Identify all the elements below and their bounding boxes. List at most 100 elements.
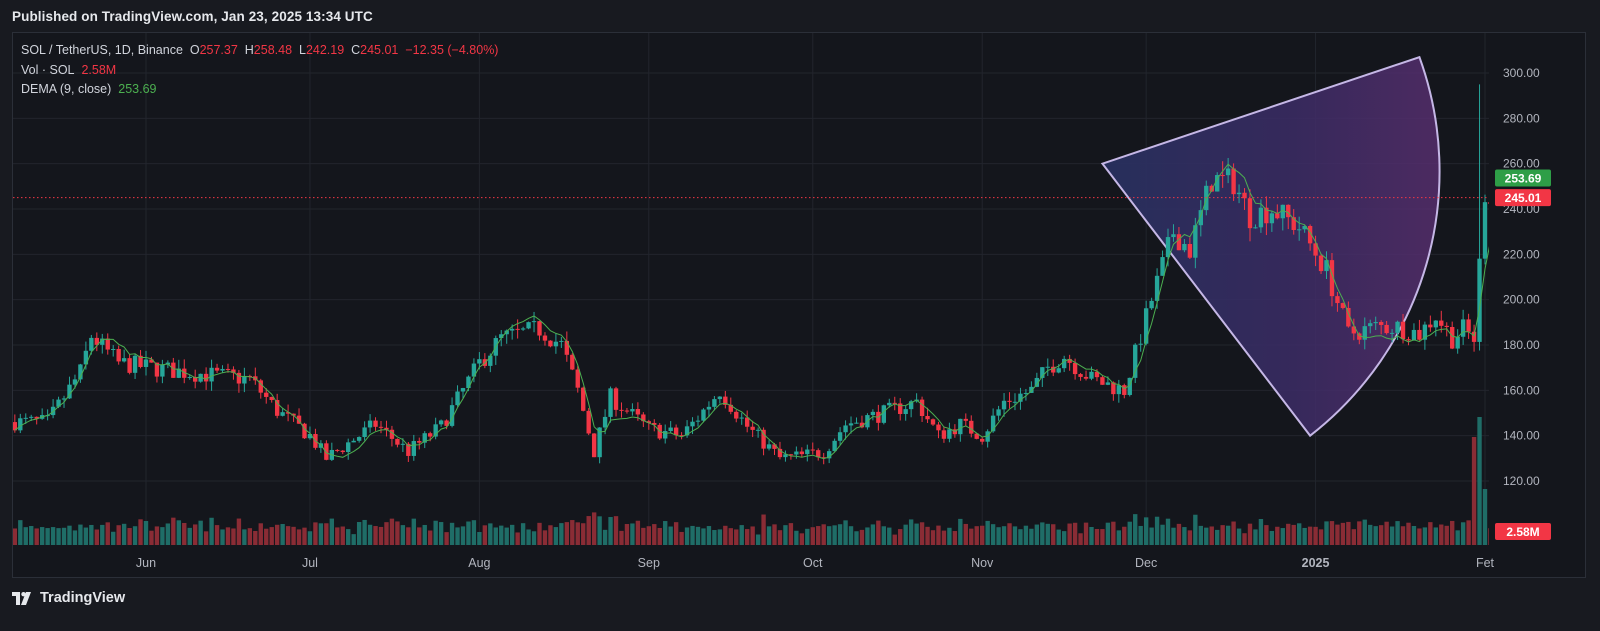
volume-bar	[881, 526, 887, 545]
candle-body	[438, 420, 444, 425]
candle-body	[548, 340, 553, 347]
volume-tag-label: 2.58M	[1506, 525, 1539, 539]
volume-bar	[646, 526, 651, 545]
candle-body	[542, 335, 548, 341]
volume-bar	[1335, 524, 1340, 545]
volume-bar	[356, 522, 362, 545]
volume-bar	[1067, 523, 1072, 545]
volume-bar	[1138, 525, 1143, 545]
volume-bar	[116, 525, 121, 545]
volume-bar	[941, 530, 947, 545]
candle-body	[783, 454, 788, 458]
fan-shape-drawing[interactable]	[1100, 55, 1441, 438]
volume-bar	[542, 530, 548, 545]
volume-bar	[13, 528, 18, 545]
volume-bar	[335, 527, 340, 545]
volume-bar	[980, 525, 985, 545]
volume-bar	[1389, 526, 1395, 545]
candle-body	[570, 354, 575, 370]
candle-body	[1258, 207, 1264, 228]
volume-bar	[1220, 525, 1225, 545]
candle-body	[816, 450, 821, 458]
volume-bar	[160, 527, 165, 545]
volume-bar	[373, 526, 378, 545]
candle-body	[750, 426, 755, 430]
ohlc-high-label: H	[244, 43, 254, 57]
candle-body	[810, 449, 815, 451]
volume-label[interactable]: Vol · SOL	[21, 62, 75, 77]
price-tick-label: 260.00	[1503, 157, 1540, 171]
candle-body	[969, 420, 974, 434]
volume-bar	[395, 521, 400, 545]
volume-bar	[1171, 527, 1176, 545]
volume-bar	[1236, 528, 1242, 545]
volume-bar	[1018, 529, 1023, 545]
candle-body	[821, 457, 826, 459]
candle-body	[1384, 324, 1389, 334]
ohlc-close-label: C	[351, 43, 361, 57]
candle-body	[116, 349, 121, 362]
candle-body	[1346, 307, 1351, 327]
candle-body	[29, 416, 34, 418]
dema-row: DEMA (9, close) 253.69	[21, 80, 498, 100]
candle-body	[72, 379, 78, 385]
volume-bar	[990, 524, 996, 545]
volume-bar	[242, 529, 247, 545]
volume-bar	[367, 524, 373, 545]
candle-body	[586, 410, 591, 434]
volume-bar	[772, 524, 777, 545]
candle-body	[837, 432, 843, 441]
candle-body	[734, 411, 739, 419]
volume-bar	[182, 522, 187, 545]
candle-body	[717, 396, 723, 400]
symbol-title[interactable]: SOL / TetherUS, 1D, Binance	[21, 43, 183, 57]
volume-bar	[684, 527, 690, 545]
volume-bar	[1165, 518, 1171, 545]
candle-body	[1335, 296, 1340, 304]
candle-body	[1400, 321, 1406, 340]
volume-bar	[1324, 521, 1329, 545]
volume-bar	[673, 522, 679, 545]
volume-bar	[1111, 521, 1116, 545]
volume-bar	[750, 526, 755, 545]
volume-bar	[1466, 520, 1471, 545]
volume-bar	[247, 528, 253, 545]
candle-body	[630, 409, 635, 412]
candle-body	[1302, 226, 1307, 230]
volume-bar	[61, 527, 67, 545]
candle-body	[520, 328, 526, 330]
dema-label[interactable]: DEMA (9, close)	[21, 82, 112, 96]
tradingview-logo[interactable]: TradingView	[12, 590, 125, 606]
volume-bar	[1056, 529, 1061, 545]
volume-bar	[1378, 525, 1384, 545]
volume-bar	[1143, 517, 1149, 545]
candle-body	[444, 420, 449, 426]
fan-sector[interactable]	[1100, 55, 1441, 438]
candle-body	[1029, 386, 1034, 393]
candle-body	[176, 368, 181, 378]
volume-bar	[488, 523, 493, 545]
volume-bar	[1182, 527, 1187, 545]
price-axis[interactable]: 300.00280.00260.00240.00220.00200.00180.…	[1495, 66, 1551, 540]
chart-legend: SOL / TetherUS, 1D, Binance O257.37 H258…	[21, 41, 498, 100]
volume-bar	[477, 532, 482, 545]
candle-body	[455, 391, 460, 406]
candle-body	[930, 419, 936, 425]
candle-body	[340, 450, 345, 453]
candle-body	[1154, 275, 1160, 301]
volume-bar	[515, 532, 520, 545]
volume-bar	[908, 519, 914, 545]
time-axis[interactable]: Jun Jul Aug Sep Oct Nov Dec 2025 Fet	[136, 556, 1495, 570]
candle-body	[537, 321, 542, 336]
candle-body	[947, 429, 952, 439]
candle-body	[373, 420, 378, 427]
candle-body	[652, 422, 657, 425]
candle-body	[1051, 366, 1056, 373]
volume-bar	[1362, 519, 1367, 545]
candle-body	[663, 431, 668, 439]
candle-body	[581, 387, 586, 411]
volume-bar	[690, 525, 695, 545]
volume-bar	[509, 524, 515, 545]
candle-body	[1296, 229, 1302, 231]
